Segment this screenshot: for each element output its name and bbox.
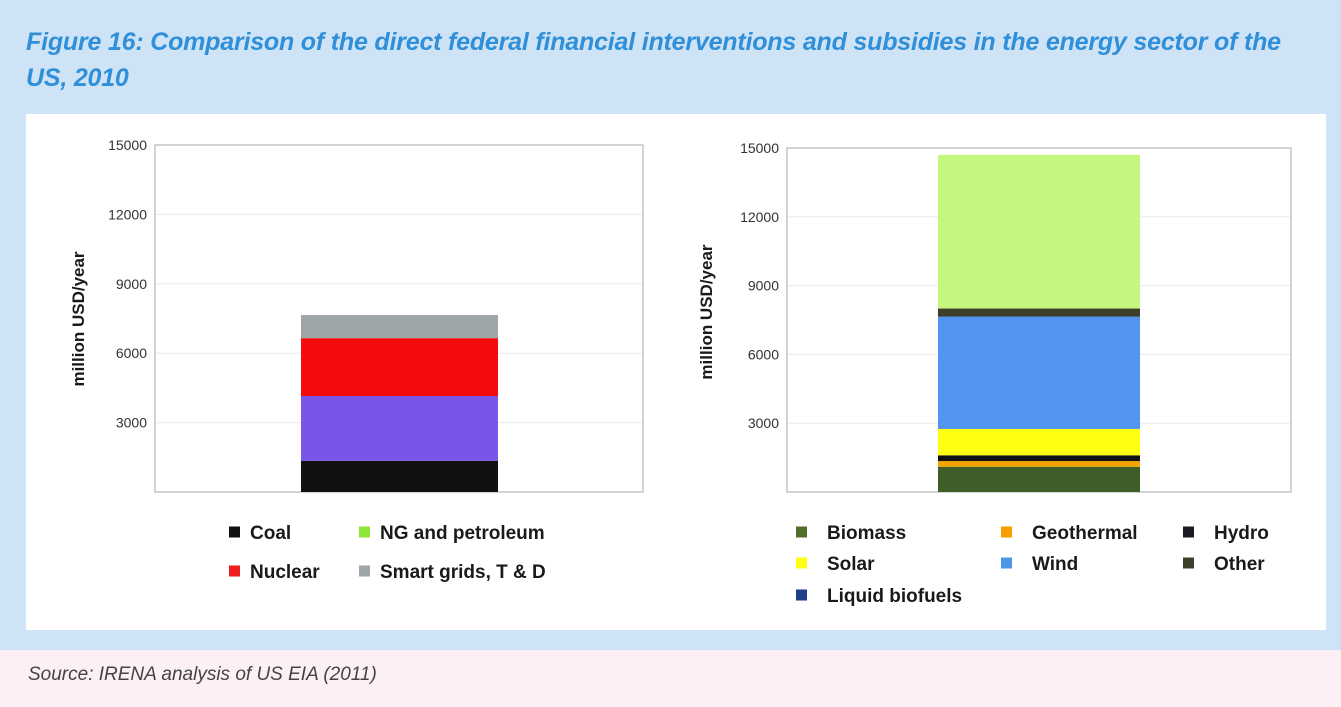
figure-title: Figure 16: Comparison of the direct fede… [26, 28, 1281, 92]
legend-swatch-other [1183, 557, 1194, 569]
legend-swatch-hydro [1183, 526, 1194, 538]
legend-label-wind: Wind [1032, 554, 1078, 575]
bar-segment-solar [938, 428, 1140, 456]
legend-label-ng-and-petroleum: NG and petroleum [380, 523, 545, 544]
legend-swatch-solar [796, 557, 807, 569]
y-tick-label: 15000 [108, 137, 147, 153]
legend-label-hydro: Hydro [1214, 523, 1269, 544]
bar-segment-wind [938, 316, 1140, 429]
legend-label-smart-grids-t-d: Smart grids, T & D [380, 562, 546, 583]
y-tick-label: 9000 [748, 278, 779, 294]
source-note: Source: IRENA analysis of US EIA (2011) [28, 664, 377, 685]
bar-segment-coal [301, 460, 498, 492]
legend-label-geothermal: Geothermal [1032, 523, 1138, 544]
legend-label-solar: Solar [827, 554, 875, 575]
y-tick-label: 3000 [116, 415, 147, 431]
legend-label-other: Other [1214, 554, 1265, 575]
legend-swatch-liquid-biofuels [796, 589, 807, 601]
bar-segment-biomass [938, 466, 1140, 492]
legend-swatch-coal [229, 526, 240, 538]
y-tick-label: 6000 [116, 345, 147, 361]
legend-swatch-ng-and-petroleum [359, 526, 370, 538]
legend-swatch-biomass [796, 526, 807, 538]
chart-2: 3000 6000 9000 12000 15000 million USD/year Bi… [697, 140, 1292, 607]
bar-segment-smart-grids-t-d [301, 315, 498, 339]
y-axis-label: million USD/year [697, 244, 716, 379]
charts-panel: 3000 6000 9000 12000 15000 million USD/year Co… [26, 114, 1326, 630]
bar-segment-geothermal [938, 461, 1140, 467]
y-tick-label: 9000 [116, 276, 147, 292]
legend-label-nuclear: Nuclear [250, 562, 320, 583]
chart-1: 3000 6000 9000 12000 15000 million USD/year Co… [69, 137, 644, 583]
bar-segment-liquid-biofuels [938, 154, 1140, 309]
legend-swatch-wind [1001, 557, 1012, 569]
y-tick-label: 15000 [740, 140, 779, 156]
y-tick-label: 6000 [748, 346, 779, 362]
legend-label-coal: Coal [250, 523, 291, 544]
bar-segment-ng-and-petroleum [301, 395, 498, 461]
bar-segment-hydro [938, 455, 1140, 462]
y-tick-label: 12000 [108, 206, 147, 222]
y-tick-label: 3000 [748, 415, 779, 431]
legend-label-biomass: Biomass [827, 523, 906, 544]
legend-swatch-smart-grids-t-d [359, 565, 370, 577]
bar-segment-nuclear [301, 338, 498, 396]
y-axis-label: million USD/year [69, 251, 88, 386]
charts-canvas: 3000 6000 9000 12000 15000 million USD/year Co… [69, 137, 1292, 607]
bar-segment-other [938, 308, 1140, 317]
legend-swatch-nuclear [229, 565, 240, 577]
y-tick-label: 12000 [740, 209, 779, 225]
legend-swatch-geothermal [1001, 526, 1012, 538]
legend-label-liquid-biofuels: Liquid biofuels [827, 586, 962, 607]
